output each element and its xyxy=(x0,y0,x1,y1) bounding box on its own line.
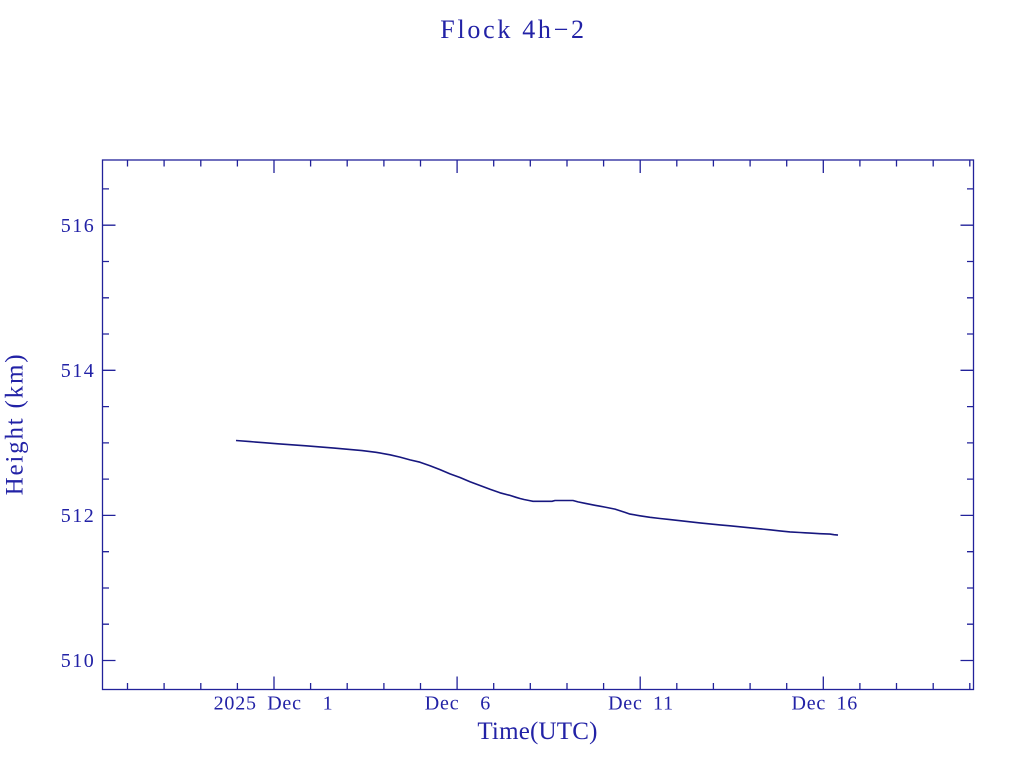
svg-text:514: 514 xyxy=(61,360,96,382)
svg-text:Flock 4h−2: Flock 4h−2 xyxy=(440,15,586,44)
svg-text:Height (km): Height (km) xyxy=(2,353,29,496)
svg-text:512: 512 xyxy=(61,505,96,527)
svg-text:Dec 6: Dec 6 xyxy=(425,693,491,715)
svg-text:Time(UTC): Time(UTC) xyxy=(477,718,597,745)
svg-text:516: 516 xyxy=(61,215,96,237)
svg-text:2025 Dec 1: 2025 Dec 1 xyxy=(214,693,334,715)
svg-text:510: 510 xyxy=(61,650,96,672)
svg-text:Dec 16: Dec 16 xyxy=(791,693,858,715)
svg-text:Dec 11: Dec 11 xyxy=(608,693,674,715)
